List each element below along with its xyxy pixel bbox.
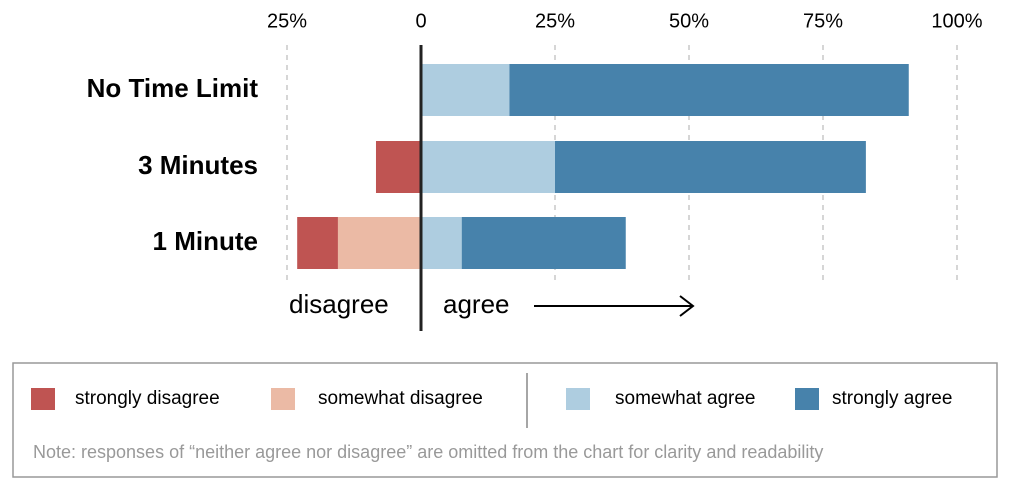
x-tick-label: 25%: [535, 10, 575, 32]
bar-segment: [421, 64, 510, 116]
annotation: disagree: [289, 289, 389, 319]
arrow-head: [679, 295, 695, 317]
bar-segment: [509, 64, 909, 116]
legend-label: strongly agree: [832, 388, 952, 409]
category-label: No Time Limit: [87, 73, 259, 103]
legend-marker: [31, 388, 55, 410]
category-label: 3 Minutes: [138, 150, 258, 180]
x-tick-label: 100%: [931, 10, 982, 32]
legend-marker: [271, 388, 295, 410]
legend-marker: [566, 388, 590, 410]
bar-segment: [555, 141, 866, 193]
bar-segment: [421, 141, 555, 193]
bar-segment: [337, 217, 421, 269]
bar-segment: [421, 217, 462, 269]
legend-label: strongly disagree: [75, 388, 220, 409]
legend-label: somewhat agree: [615, 388, 755, 409]
x-tick-label: 25%: [267, 10, 307, 32]
bar-segment: [375, 141, 421, 193]
x-tick-label: 75%: [803, 10, 843, 32]
legend-box: [12, 362, 998, 478]
bar-segment: [461, 217, 626, 269]
x-tick-label: 50%: [669, 10, 709, 32]
legend-label: somewhat disagree: [318, 388, 483, 409]
x-tick-label: 0: [415, 10, 426, 32]
bar-segment: [297, 217, 338, 269]
category-label: 1 Minute: [153, 226, 258, 256]
legend-marker: [795, 388, 819, 410]
note: Note: responses of “neither agree nor di…: [33, 442, 823, 462]
annotation: agree: [443, 289, 510, 319]
